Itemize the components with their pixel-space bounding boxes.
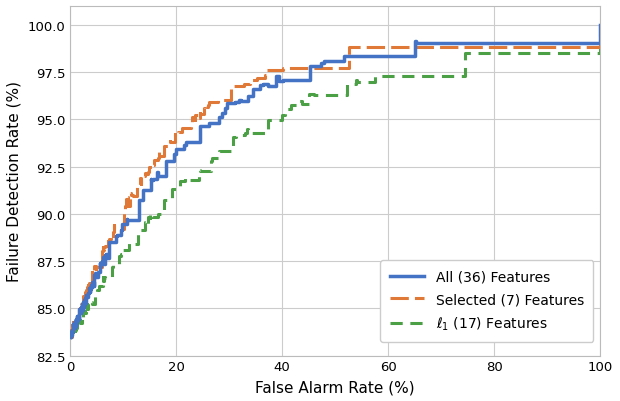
X-axis label: False Alarm Rate (%): False Alarm Rate (%)	[255, 379, 415, 394]
Y-axis label: Failure Detection Rate (%): Failure Detection Rate (%)	[7, 81, 22, 282]
Legend: All (36) Features, Selected (7) Features, $\ell_1$ (17) Features: All (36) Features, Selected (7) Features…	[380, 261, 593, 342]
